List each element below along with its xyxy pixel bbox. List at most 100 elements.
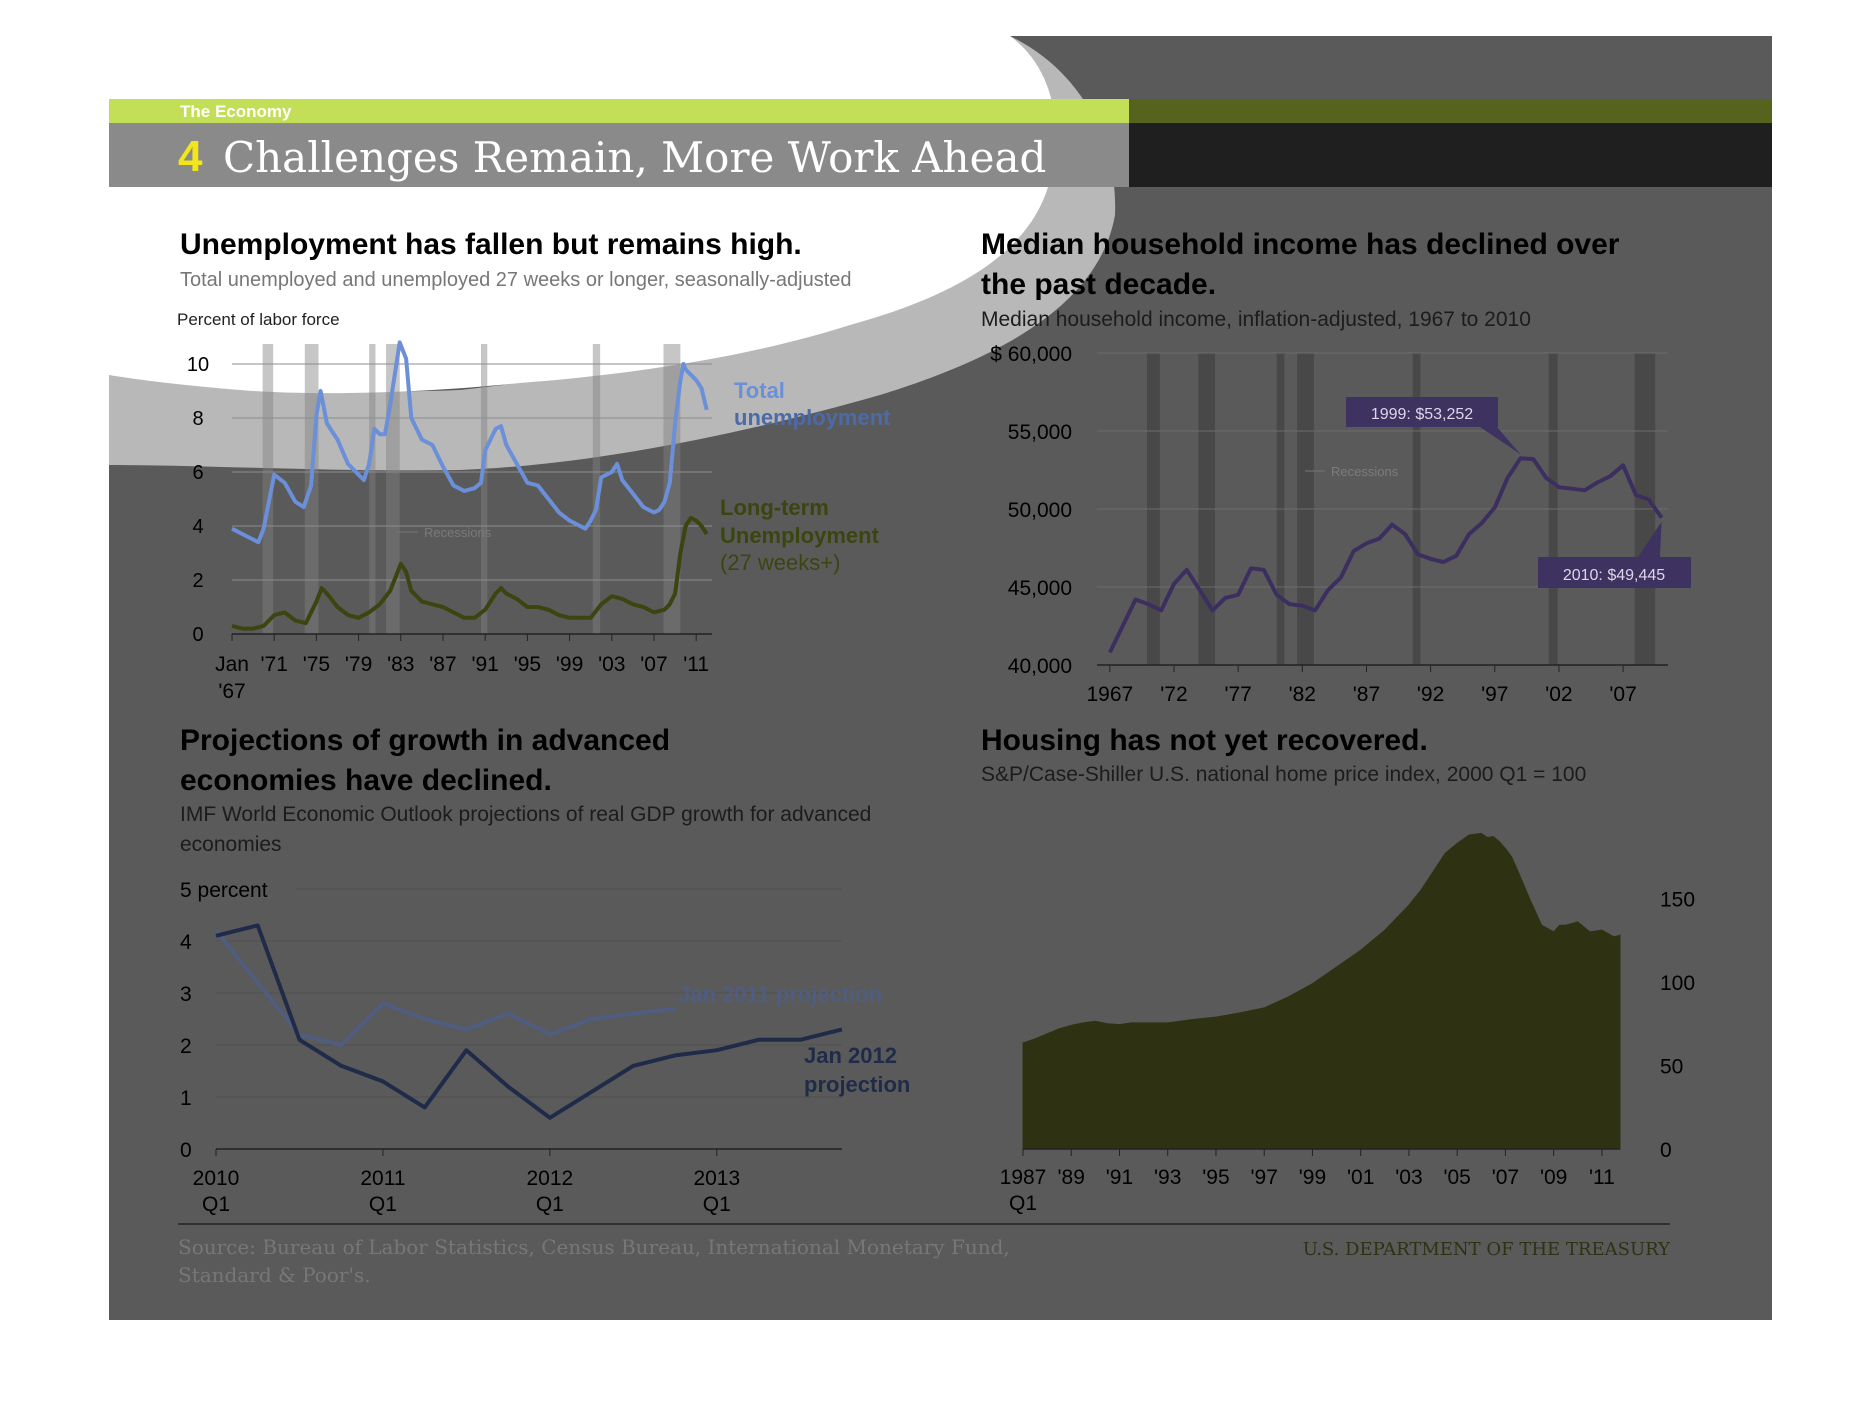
gdp-subtitle-line2: economies xyxy=(180,833,282,856)
x-tick-label: '07 xyxy=(1492,1166,1519,1189)
x-tick-label: '77 xyxy=(1224,683,1251,706)
recession-legend-label: Recessions xyxy=(424,525,492,540)
x-tick-label: '01 xyxy=(1347,1166,1374,1189)
recession-band xyxy=(262,344,274,634)
y-tick-label: 10 xyxy=(187,354,209,376)
callout-pointer-2010 xyxy=(1638,521,1662,557)
series-line-median-income xyxy=(1108,456,1664,654)
x-tick-label: Q1 xyxy=(369,1193,397,1216)
x-tick-label: '87 xyxy=(1353,683,1380,706)
source-line-1: Source: Bureau of Labor Statistics, Cens… xyxy=(178,1235,1010,1259)
unemployment-subtitle: Total unemployed and unemployed 27 weeks… xyxy=(180,269,852,291)
income-title-line2: the past decade. xyxy=(981,268,1216,301)
x-tick-label: '95 xyxy=(1202,1166,1229,1189)
x-tick-label: '07 xyxy=(640,653,667,676)
x-tick-label: Jan xyxy=(215,653,249,676)
x-tick-label: 2013 xyxy=(693,1167,740,1190)
title-bar-right xyxy=(1129,123,1772,187)
series-label-long-term: Unemployment xyxy=(720,523,880,548)
x-tick-label: Q1 xyxy=(202,1193,230,1216)
housing-chart: 0 50 100 150 1987 Q1 '89 '91 '93 '95 '97 '99 '01 '03 '… xyxy=(1000,832,1695,1215)
light-swoosh-band xyxy=(109,36,1116,471)
section-band-left xyxy=(109,99,1129,123)
series-line-long-term-unemployment xyxy=(231,515,709,631)
y-tick-label: 50 xyxy=(1660,1056,1683,1079)
x-tick-label: '89 xyxy=(1058,1166,1085,1189)
income-chart: 40,000 45,000 50,000 55,000 $ 60,000 1967 '72 '… xyxy=(990,343,1691,706)
x-tick-label: '67 xyxy=(218,680,245,703)
gdp-title-line1: Projections of growth in advanced xyxy=(180,724,670,757)
recession-band xyxy=(592,344,601,634)
y-tick-label: 50,000 xyxy=(1008,499,1072,522)
gdp-title-line2: economies have declined. xyxy=(180,764,552,797)
y-tick-label: 4 xyxy=(180,931,192,954)
y-tick-label: 4 xyxy=(192,516,203,538)
y-tick-label: 5 percent xyxy=(180,879,268,902)
x-tick-label: Q1 xyxy=(1009,1192,1037,1215)
x-tick-label: 1987 xyxy=(1000,1166,1047,1189)
x-tick-label: '99 xyxy=(556,653,583,676)
series-label-long-term: Long-term xyxy=(720,495,829,520)
y-tick-label: 0 xyxy=(192,624,203,646)
x-tick-label: 2011 xyxy=(360,1167,405,1190)
title-number: 4 xyxy=(178,132,203,181)
x-tick-label: '11 xyxy=(683,653,709,676)
x-tick-label: '79 xyxy=(345,653,372,676)
x-tick-label: '03 xyxy=(1395,1166,1422,1189)
gdp-subtitle-line1: IMF World Economic Outlook projections o… xyxy=(180,803,871,826)
y-tick-label: 8 xyxy=(192,408,203,430)
callout-label-2010: 2010: $49,445 xyxy=(1563,567,1665,584)
recession-band xyxy=(369,344,376,634)
section-label: The Economy xyxy=(180,102,292,121)
x-tick-label: '02 xyxy=(1545,683,1572,706)
callout-label-1999: 1999: $53,252 xyxy=(1371,406,1473,423)
x-tick-label: '95 xyxy=(514,653,541,676)
unemployment-title: Unemployment has fallen but remains high… xyxy=(180,228,802,261)
x-tick-label: '92 xyxy=(1417,683,1444,706)
x-tick-label: '71 xyxy=(261,653,288,676)
x-tick-label: '87 xyxy=(429,653,456,676)
series-line-jan-2012 xyxy=(215,923,843,1120)
x-tick-label: '91 xyxy=(1106,1166,1133,1189)
y-tick-label: 2 xyxy=(180,1035,192,1058)
x-tick-label: '05 xyxy=(1443,1166,1470,1189)
y-tick-label: 45,000 xyxy=(1008,577,1072,600)
income-subtitle: Median household income, inflation-adjus… xyxy=(981,308,1531,331)
callout-pointer-1999 xyxy=(1480,427,1521,455)
x-tick-label: '11 xyxy=(1589,1166,1615,1189)
x-tick-label: '97 xyxy=(1481,683,1508,706)
page-title: Challenges Remain, More Work Ahead xyxy=(223,133,1046,182)
series-label-total: unemployment xyxy=(734,405,891,430)
x-tick-label: Q1 xyxy=(536,1193,564,1216)
y-tick-label: 2 xyxy=(192,570,203,592)
section-band-right xyxy=(1129,99,1772,123)
housing-subtitle: S&P/Case-Shiller U.S. national home pric… xyxy=(981,763,1586,786)
gdp-projections-chart: 0 1 2 3 4 5 percent 2010 Q1 2011 Q1 2012 Q1 2013 Q1 Ja… xyxy=(180,879,910,1216)
y-tick-label: 3 xyxy=(180,983,192,1006)
series-area-home-price-index xyxy=(1022,832,1621,1150)
y-tick-label: $ 60,000 xyxy=(990,343,1072,366)
x-tick-label: 2012 xyxy=(527,1167,574,1190)
x-tick-label: '97 xyxy=(1251,1166,1278,1189)
x-tick-label: '91 xyxy=(471,653,498,676)
y-tick-label: 55,000 xyxy=(1008,421,1072,444)
x-tick-label: '83 xyxy=(387,653,414,676)
y-tick-label: 100 xyxy=(1660,972,1695,995)
x-tick-label: '03 xyxy=(598,653,625,676)
unemployment-chart: 0 2 4 6 8 10 Jan '67 '71 '75 '79 '83 '87 '91 '95 '99 '03… xyxy=(187,340,891,703)
y-tick-label: 0 xyxy=(180,1139,192,1162)
recession-band xyxy=(480,344,488,634)
y-tick-label: 40,000 xyxy=(1008,655,1072,678)
x-tick-label: '82 xyxy=(1289,683,1316,706)
series-label-long-term: (27 weeks+) xyxy=(720,550,840,575)
x-tick-label: '07 xyxy=(1609,683,1636,706)
x-tick-label: '09 xyxy=(1540,1166,1567,1189)
y-tick-label: 150 xyxy=(1660,889,1695,912)
series-label-total: Total xyxy=(734,378,785,403)
series-line-total-unemployment xyxy=(231,340,709,545)
x-tick-label: '72 xyxy=(1160,683,1187,706)
source-line-2: Standard & Poor's. xyxy=(178,1263,371,1287)
title-bar-left xyxy=(109,123,1129,187)
recession-legend-label: Recessions xyxy=(1331,464,1399,479)
